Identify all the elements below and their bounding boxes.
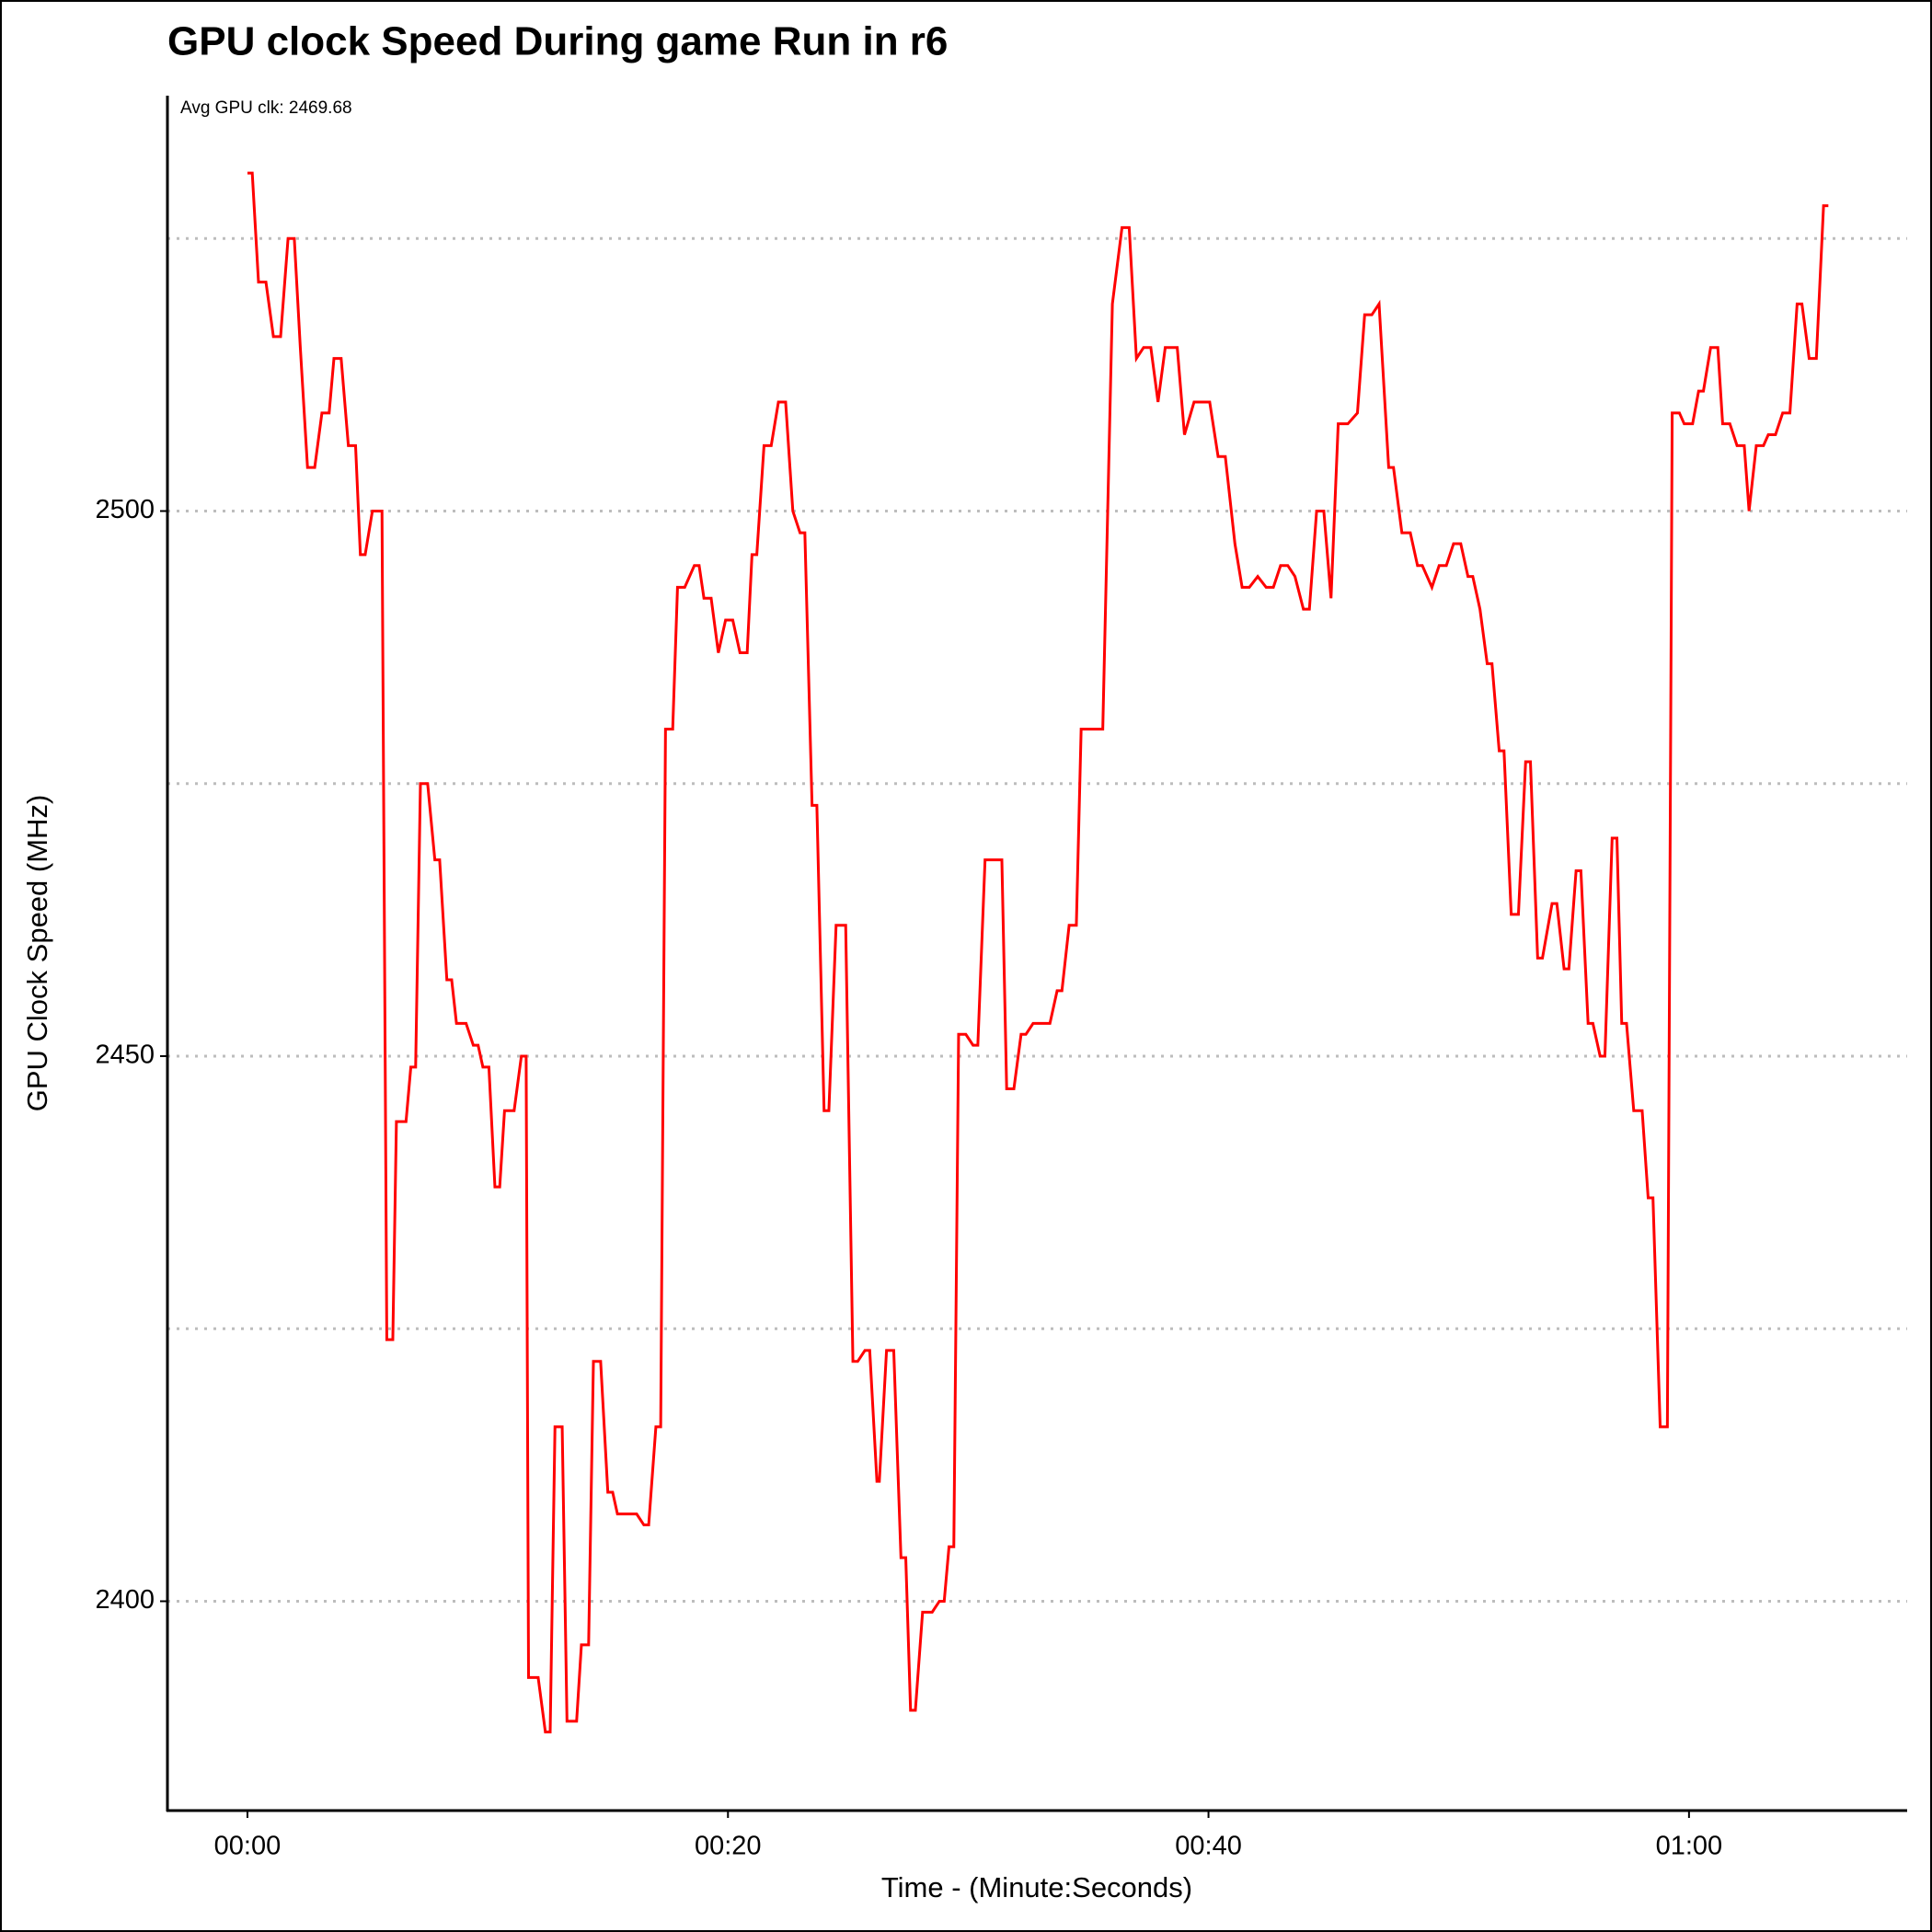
- x-axis-title: Time - (Minute:Seconds): [881, 1871, 1192, 1903]
- y-tick-label: 2400: [95, 1585, 155, 1615]
- data-line: [247, 171, 1829, 1734]
- y-tick-label: 2450: [95, 1041, 155, 1070]
- y-axis-title: GPU Clock Speed (MHz): [21, 795, 53, 1112]
- annotation: Avg GPU clk: 2469.68: [180, 98, 352, 118]
- x-tick-label: 00:00: [214, 1832, 282, 1861]
- x-tick-label: 00:20: [695, 1832, 762, 1861]
- x-tick-label: 01:00: [1656, 1832, 1723, 1861]
- chart-title: GPU clock Speed During game Run in r6: [167, 19, 948, 64]
- y-tick-label: 2500: [95, 495, 155, 524]
- x-tick-label: 00:40: [1175, 1832, 1242, 1861]
